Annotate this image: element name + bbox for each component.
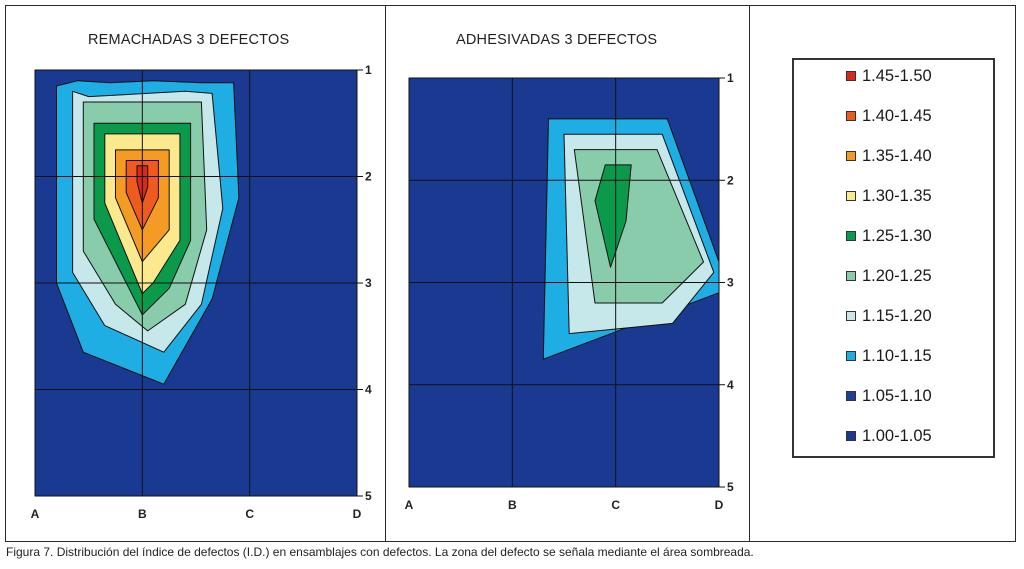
legend-label: 1.35-1.40 [862,146,932,165]
x-tick-label-remachadas-D: D [353,507,362,521]
legend-swatch [846,431,856,441]
legend-label: 1.15-1.20 [862,306,932,325]
y-tick-label-adhesivadas-3: 3 [727,276,734,290]
x-tick-label-remachadas-B: B [138,507,147,521]
legend-label: 1.20-1.25 [862,266,932,285]
legend-swatch [846,191,856,201]
contour-band-adhesivadas-1.25-1.30 [594,164,632,268]
chart-title-remachadas: REMACHADAS 3 DEFECTOS [88,32,290,48]
legend-item-1.10-1.15: 1.10-1.15 [846,345,932,367]
legend-swatch [846,231,856,241]
legend-swatch [846,71,856,81]
legend-item-1.00-1.05: 1.00-1.05 [846,425,932,447]
y-tick-label-adhesivadas-2: 2 [727,173,734,187]
y-tick-label-remachadas-2: 2 [365,170,372,184]
legend-label: 1.45-1.50 [862,66,932,85]
panel-divider-left [385,5,386,542]
x-tick-label-remachadas-A: A [31,507,40,521]
legend-label: 1.25-1.30 [862,226,932,245]
legend-swatch [846,391,856,401]
legend-swatch [846,151,856,161]
legend-item-1.35-1.40: 1.35-1.40 [846,145,932,167]
x-tick-label-adhesivadas-B: B [508,498,517,512]
legend-item-1.45-1.50: 1.45-1.50 [846,65,932,87]
legend-label: 1.10-1.15 [862,346,932,365]
legend-swatch [846,111,856,121]
figure-frame [5,5,1016,542]
legend-item-1.05-1.10: 1.05-1.10 [846,385,932,407]
y-tick-label-adhesivadas-5: 5 [727,480,734,494]
y-tick-label-remachadas-3: 3 [365,276,372,290]
legend-item-1.40-1.45: 1.40-1.45 [846,105,932,127]
legend-swatch [846,271,856,281]
chart-title-adhesivadas: ADHESIVADAS 3 DEFECTOS [456,32,658,48]
legend-item-1.20-1.25: 1.20-1.25 [846,265,932,287]
legend-label: 1.40-1.45 [862,106,932,125]
y-tick-label-adhesivadas-1: 1 [727,71,734,85]
panel-divider-right [749,5,750,542]
legend-swatch [846,311,856,321]
legend-label: 1.05-1.10 [862,386,932,405]
legend-label: 1.30-1.35 [862,186,932,205]
x-tick-label-adhesivadas-A: A [405,498,414,512]
legend-item-1.30-1.35: 1.30-1.35 [846,185,932,207]
legend-swatch [846,351,856,361]
x-tick-label-adhesivadas-C: C [611,498,620,512]
x-tick-label-remachadas-C: C [245,507,254,521]
y-tick-label-adhesivadas-4: 4 [727,378,734,392]
legend-item-1.25-1.30: 1.25-1.30 [846,225,932,247]
legend-label: 1.00-1.05 [862,426,932,445]
y-tick-label-remachadas-5: 5 [365,489,372,503]
figure-caption: Figura 7. Distribución del índice de def… [6,545,754,559]
y-tick-label-remachadas-4: 4 [365,383,372,397]
x-tick-label-adhesivadas-D: D [715,498,724,512]
y-tick-label-remachadas-1: 1 [365,63,372,77]
legend: 1.45-1.50 1.40-1.45 1.35-1.40 1.30-1.35 1.25… [792,58,995,458]
legend-item-1.15-1.20: 1.15-1.20 [846,305,932,327]
